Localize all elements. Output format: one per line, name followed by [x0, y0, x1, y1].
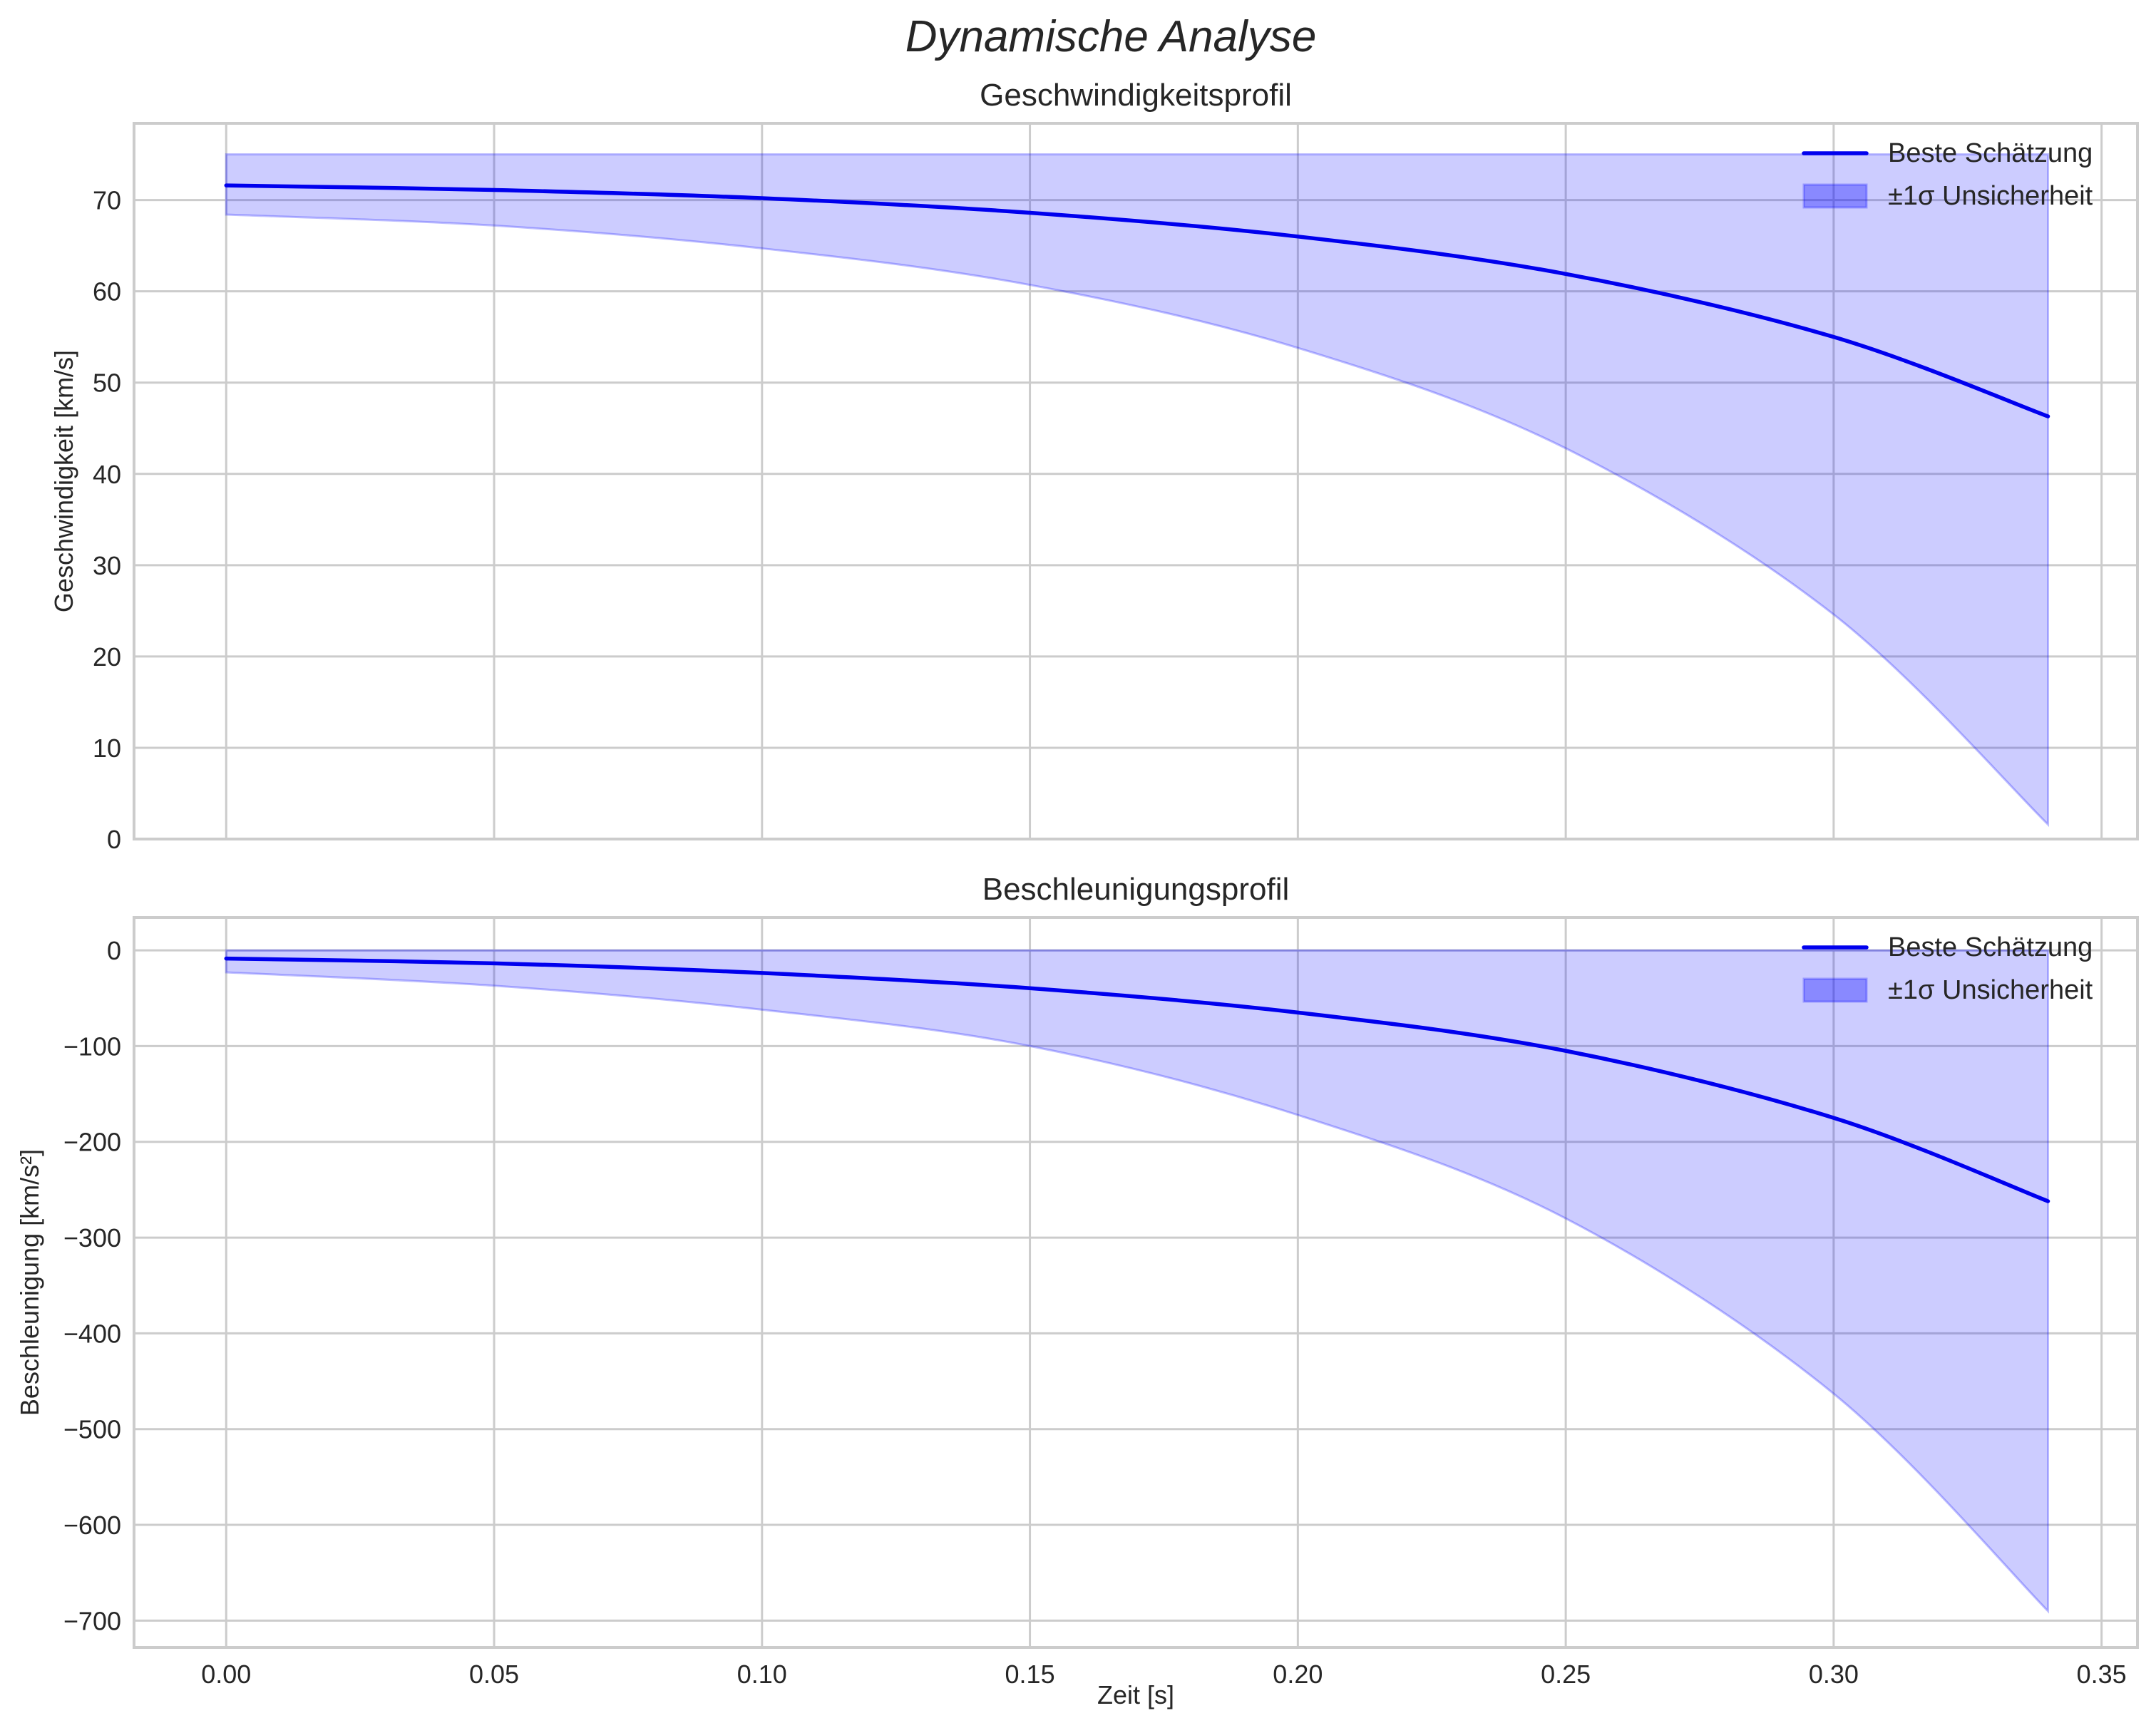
acceleration-axes-frame [133, 916, 2139, 1649]
acceleration-subplot: Beschleunigungsprofil 0 −100 −200 −300 −400 −… [15, 872, 2139, 1709]
y-tick-label: −100 [63, 1032, 121, 1061]
uncertainty-band-area [225, 153, 2049, 828]
x-tick-label: 0.00 [201, 1660, 251, 1689]
velocity-axes-frame [133, 122, 2139, 840]
y-tick-label: 60 [93, 277, 121, 307]
acceleration-subplot-title: Beschleunigungsprofil [982, 872, 1290, 907]
legend-band-swatch-icon [1802, 183, 1868, 209]
x-tick-label: 0.15 [1005, 1660, 1055, 1689]
x-tick-label: 0.30 [1809, 1660, 1859, 1689]
best-estimate-curve [224, 956, 2050, 1203]
y-tick-label: 10 [93, 734, 121, 763]
x-tick-label: 0.05 [469, 1660, 519, 1689]
y-tick-label: −600 [63, 1511, 121, 1540]
velocity-subplot: Geschwindigkeitsprofil 0 10 20 30 40 50 60 70 G… [49, 78, 2139, 854]
y-tick-label: 20 [93, 642, 121, 672]
legend-label-best-estimate: Beste Schätzung [1888, 138, 2093, 168]
acceleration-best-estimate-line [224, 956, 2050, 1203]
y-tick-label: 30 [93, 551, 121, 580]
x-tick-label: 0.25 [1541, 1660, 1591, 1689]
y-tick-label: −700 [63, 1606, 121, 1635]
velocity-y-axis-label: Geschwindigkeit [km/s] [49, 350, 78, 612]
x-tick-label: 0.10 [737, 1660, 787, 1689]
y-tick-label: −400 [63, 1319, 121, 1348]
y-tick-label: −300 [63, 1223, 121, 1253]
y-tick-label: 70 [93, 186, 121, 215]
y-tick-label: 0 [107, 936, 121, 965]
uncertainty-band-area [225, 949, 2049, 1614]
acceleration-x-axis-ticks: 0.00 0.05 0.10 0.15 0.20 0.25 0.30 0.35 [201, 1660, 2126, 1689]
acceleration-y-axis-label: Beschleunigung [km/s²] [15, 1149, 44, 1416]
velocity-y-axis-ticks: 0 10 20 30 40 50 60 70 [93, 186, 121, 854]
x-axis-label: Zeit [s] [1097, 1680, 1174, 1709]
y-tick-label: 0 [107, 825, 121, 854]
best-estimate-curve [224, 183, 2050, 418]
figure-title: Dynamische Analyse [905, 12, 1317, 61]
acceleration-legend: Beste Schätzung ±1σ Unsicherheit [1802, 932, 2093, 1005]
velocity-grid [134, 123, 2137, 840]
y-tick-label: 40 [93, 460, 121, 489]
acceleration-y-axis-ticks: 0 −100 −200 −300 −400 −500 −600 −700 [63, 936, 121, 1635]
x-tick-label: 0.35 [2077, 1660, 2127, 1689]
y-tick-label: 50 [93, 369, 121, 398]
acceleration-grid [134, 917, 2137, 1647]
velocity-subplot-title: Geschwindigkeitsprofil [980, 78, 1292, 113]
velocity-legend: Beste Schätzung ±1σ Unsicherheit [1802, 138, 2093, 211]
acceleration-uncertainty-band [225, 949, 2049, 1614]
y-tick-label: −500 [63, 1415, 121, 1444]
x-tick-label: 0.20 [1273, 1660, 1323, 1689]
axes-spines [133, 916, 2139, 1649]
legend-label-uncertainty: ±1σ Unsicherheit [1888, 181, 2093, 211]
velocity-best-estimate-line [224, 183, 2050, 418]
legend-label-best-estimate: Beste Schätzung [1888, 932, 2093, 962]
legend-band-swatch-icon [1802, 977, 1868, 1003]
velocity-uncertainty-band [225, 153, 2049, 828]
y-tick-label: −200 [63, 1128, 121, 1157]
axes-spines [133, 122, 2139, 840]
legend-label-uncertainty: ±1σ Unsicherheit [1888, 975, 2093, 1005]
